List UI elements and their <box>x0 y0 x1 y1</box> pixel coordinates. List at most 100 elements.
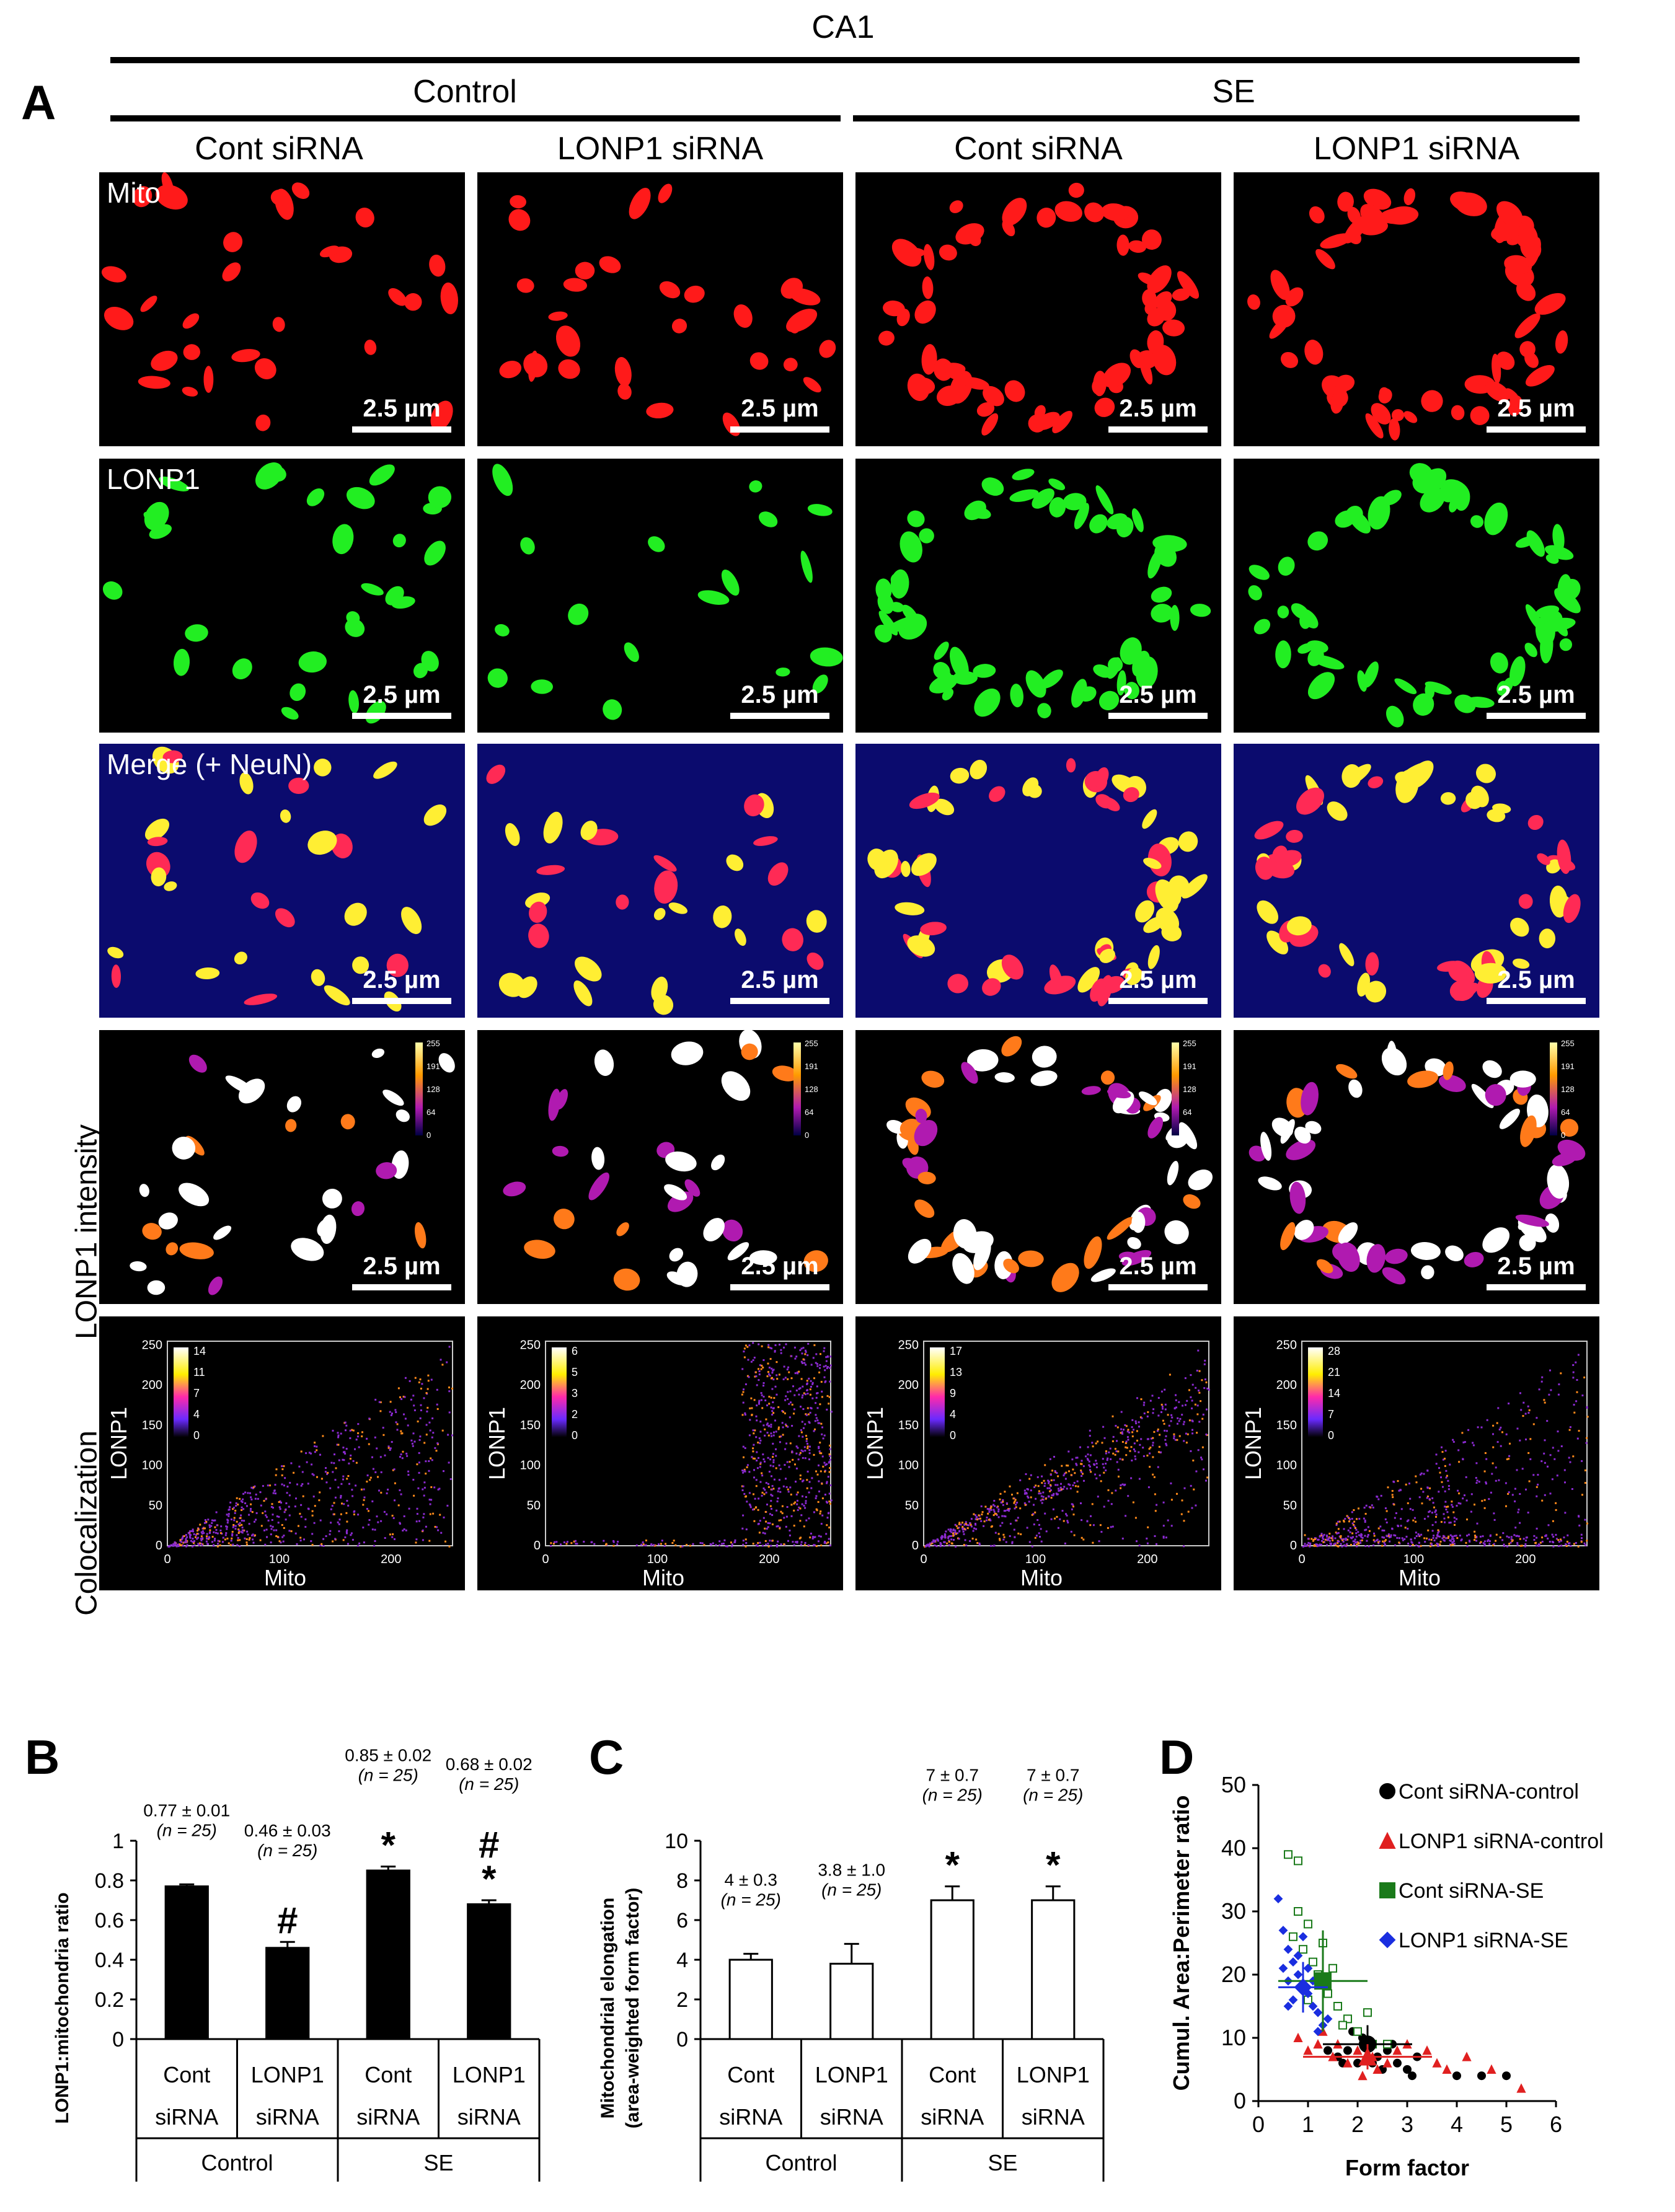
coloc-pixel <box>1506 1545 1508 1548</box>
scatter-point <box>1382 2058 1392 2068</box>
coloc-pixel <box>673 1540 675 1542</box>
coloc-xtick: 100 <box>1403 1553 1424 1566</box>
x-tick-label: 3 <box>1401 2112 1413 2137</box>
coloc-pixel <box>229 1501 232 1504</box>
coloc-pixel <box>796 1499 798 1502</box>
coloc-pixel <box>781 1512 784 1515</box>
coloc-pixel <box>1112 1435 1115 1438</box>
coloc-colorbar-label: 21 <box>1328 1366 1340 1378</box>
coloc-pixel <box>1551 1478 1553 1481</box>
coloc-pixel <box>1337 1531 1340 1534</box>
mito-blob <box>883 300 905 317</box>
coloc-pixel <box>230 1518 232 1520</box>
coloc-pixel <box>1009 1507 1011 1510</box>
coloc-pixel <box>272 1492 275 1494</box>
mito-blob <box>591 1147 605 1170</box>
coloc-pixel <box>1134 1517 1137 1519</box>
coloc-pixel <box>1337 1542 1339 1544</box>
coloc-pixel <box>748 1492 751 1494</box>
mito-blob <box>973 664 996 678</box>
coloc-pixel <box>1095 1460 1097 1462</box>
coloc-pixel <box>198 1544 200 1547</box>
coloc-pixel <box>186 1544 188 1546</box>
coloc-pixel <box>1394 1535 1397 1536</box>
coloc-pixel <box>1437 1529 1439 1531</box>
micrograph-image <box>102 462 452 724</box>
coloc-pixel <box>1340 1535 1342 1537</box>
coloc-pixel <box>1036 1476 1039 1478</box>
coloc-pixel <box>1105 1450 1107 1453</box>
coloc-pixel <box>193 1544 196 1546</box>
coloc-pixel <box>1138 1451 1140 1453</box>
mito-blob <box>225 1075 254 1094</box>
coloc-pixel <box>340 1432 342 1435</box>
coloc-pixel <box>1082 1465 1085 1468</box>
mito-blob <box>722 1219 743 1242</box>
coloc-pixel <box>820 1381 823 1383</box>
coloc-pixel <box>1124 1424 1126 1426</box>
coloc-pixel <box>1191 1419 1193 1422</box>
coloc-pixel <box>749 1407 751 1409</box>
coloc-pixel <box>1474 1535 1476 1537</box>
coloc-pixel <box>248 1538 250 1541</box>
coloc-pixel <box>813 1377 815 1380</box>
coloc-pixel <box>228 1542 230 1544</box>
coloc-pixel <box>786 1461 789 1463</box>
coloc-pixel <box>1125 1446 1127 1448</box>
coloc-pixel <box>826 1517 829 1519</box>
coloc-pixel <box>933 1540 935 1543</box>
coloc-pixel <box>1364 1535 1366 1537</box>
coloc-pixel <box>1527 1452 1530 1454</box>
coloc-pixel <box>814 1428 816 1430</box>
micrograph-r2-c3: 2.5 µm <box>855 459 1221 733</box>
mito-blob <box>1107 1088 1131 1099</box>
coloc-pixel <box>603 1540 605 1542</box>
scatter-point <box>1462 2051 1472 2061</box>
coloc-pixel <box>1439 1535 1441 1538</box>
coloc-pixel <box>1563 1536 1565 1539</box>
coloc-pixel <box>1127 1495 1129 1497</box>
coloc-pixel <box>927 1543 929 1546</box>
coloc-pixel <box>1133 1448 1135 1450</box>
coloc-pixel <box>357 1432 360 1434</box>
coloc-pixel <box>1423 1518 1426 1520</box>
coloc-pixel <box>1023 1502 1026 1504</box>
coloc-pixel <box>1187 1510 1190 1513</box>
mito-blob <box>907 935 935 957</box>
coloc-pixel <box>1167 1414 1169 1416</box>
coloc-pixel <box>758 1403 760 1405</box>
legend-marker <box>1379 1931 1396 1949</box>
coloc-pixel <box>722 1543 725 1544</box>
coloc-pixel <box>758 1379 760 1381</box>
coloc-pixel <box>1357 1531 1359 1533</box>
coloc-pixel <box>829 1455 831 1457</box>
coloc-pixel <box>211 1519 213 1522</box>
mito-blob <box>548 311 568 321</box>
coloc-pixel <box>1121 1432 1124 1435</box>
mito-blob <box>568 603 589 625</box>
coloc-pixel <box>1566 1541 1568 1543</box>
coloc-pixel <box>1557 1539 1560 1541</box>
coloc-pixel <box>1444 1465 1446 1467</box>
coloc-pixel <box>818 1535 820 1537</box>
coloc-ytick: 150 <box>898 1419 919 1432</box>
coloc-pixel <box>333 1513 335 1515</box>
coloc-pixel <box>1196 1404 1199 1407</box>
coloc-ytick: 150 <box>1276 1419 1297 1432</box>
mito-blob <box>668 902 687 914</box>
coloc-pixel <box>1365 1528 1368 1531</box>
coloc-pixel <box>371 1528 374 1531</box>
coloc-pixel <box>1304 1545 1307 1547</box>
mito-blob <box>1147 1117 1164 1139</box>
mito-blob <box>104 307 134 330</box>
coloc-pixel <box>576 1543 578 1545</box>
coloc-pixel <box>420 1409 422 1411</box>
coloc-pixel <box>749 1504 751 1507</box>
coloc-pixel <box>768 1403 771 1405</box>
coloc-pixel <box>1453 1535 1456 1537</box>
coloc-pixel <box>249 1537 251 1540</box>
coloc-pixel <box>1027 1496 1030 1499</box>
coloc-pixel <box>1191 1429 1193 1431</box>
mito-blob <box>1296 787 1324 815</box>
x-category-label: siRNA <box>457 2104 521 2130</box>
